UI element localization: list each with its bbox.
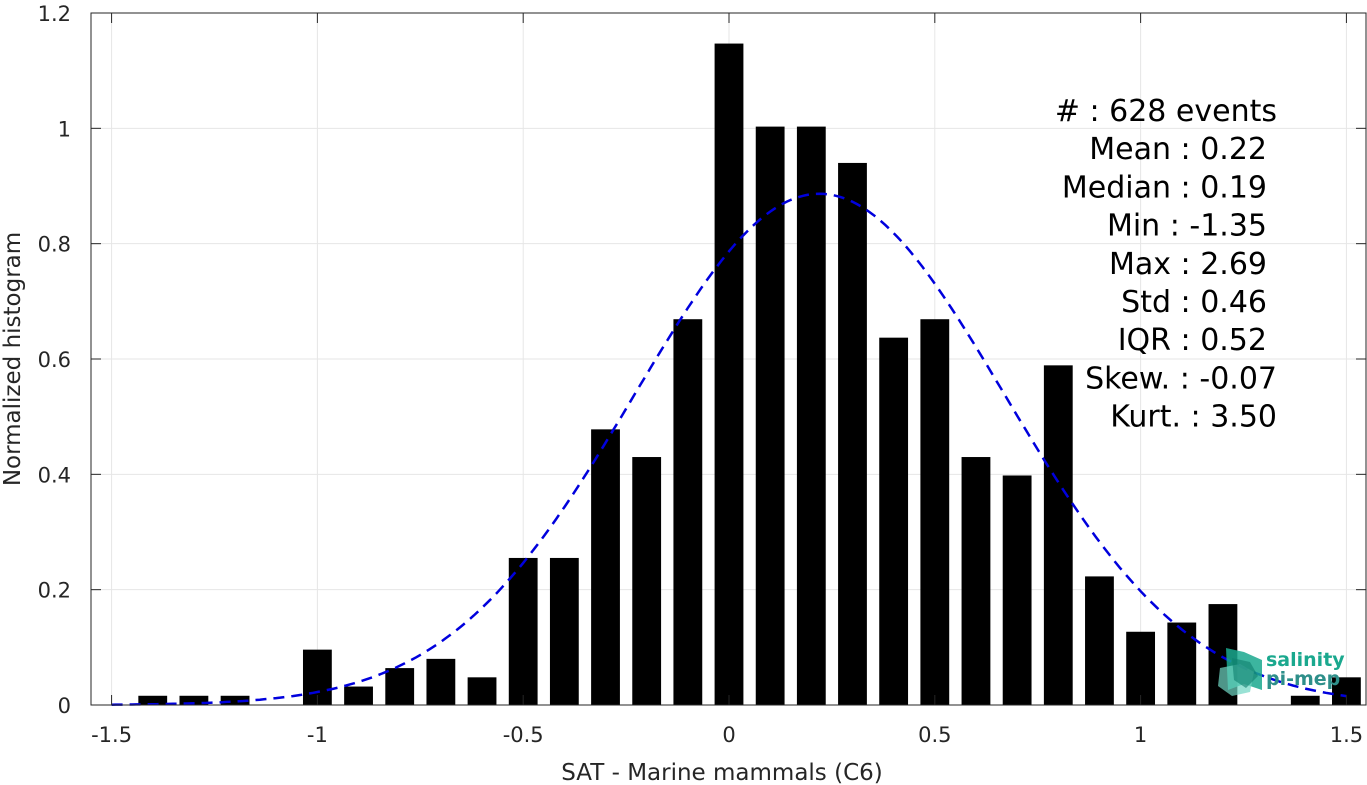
histogram-bar [591, 429, 620, 705]
logo-line-2: pi-mep [1266, 668, 1340, 690]
stats-line: Median : 0.19 [1062, 170, 1267, 205]
histogram-bar [920, 319, 950, 705]
histogram-bar [714, 43, 744, 705]
salinity-pi-mep-logo: salinity pi-mep [1218, 648, 1345, 696]
y-tick-label: 1 [58, 117, 71, 141]
histogram-bar [1002, 475, 1032, 705]
histogram-bar [879, 337, 909, 705]
x-tick-label: 0 [722, 723, 735, 747]
stats-line: Max : 2.69 [1109, 247, 1267, 282]
stats-line: Std : 0.46 [1121, 285, 1267, 320]
histogram-bar [796, 126, 826, 705]
x-tick-label: -0.5 [503, 723, 544, 747]
y-tick-label: 1.2 [38, 2, 71, 26]
histogram-bar [220, 695, 250, 705]
logo-mark-icon [1218, 648, 1262, 696]
histogram-bar [1043, 365, 1073, 705]
x-tick-label: 1 [1134, 723, 1147, 747]
histogram-bar [426, 658, 456, 705]
x-tick-label: 0.5 [918, 723, 951, 747]
histogram-bar [961, 457, 991, 705]
histogram-bar [673, 319, 703, 705]
histogram-bar [1126, 631, 1156, 705]
x-tick-label: 1.5 [1330, 723, 1363, 747]
histogram-bar [549, 557, 579, 705]
y-axis-label: Normalized histogram [0, 232, 26, 486]
histogram-bar [385, 668, 415, 705]
y-tick-label: 0.8 [38, 233, 71, 257]
y-tick-label: 0.4 [38, 463, 71, 487]
histogram-bar [467, 677, 497, 705]
y-tick-label: 0 [58, 694, 71, 718]
y-tick-label: 0.2 [38, 579, 71, 603]
histogram-bar [1167, 622, 1197, 705]
stats-line: IQR : 0.52 [1118, 323, 1267, 358]
x-tick-label: -1.5 [91, 723, 132, 747]
histogram-bar [1290, 695, 1320, 705]
histogram-bar [344, 686, 373, 705]
histogram-bar [838, 162, 867, 705]
histogram-bars [138, 43, 1361, 705]
x-tick-label: -1 [307, 723, 328, 747]
normal-fit-curve [111, 192, 1347, 706]
y-tick-label: 0.6 [38, 348, 71, 372]
histogram-bar [755, 126, 785, 705]
logo-line-1: salinity [1266, 649, 1345, 671]
stats-line: # : 628 events [1055, 94, 1277, 129]
stats-line: Kurt. : 3.50 [1110, 400, 1277, 435]
stats-line: Mean : 0.22 [1089, 132, 1267, 167]
histogram-bar [179, 695, 209, 705]
histogram-bar [508, 557, 538, 705]
histogram-bar [632, 457, 662, 705]
y-axis: 0 0.2 0.4 0.6 0.8 1 1.2 [38, 2, 1366, 718]
normal-fit [111, 192, 1347, 706]
histogram-bar [1085, 576, 1114, 705]
histogram-bar [138, 695, 168, 705]
stats-line: Min : -1.35 [1107, 209, 1267, 244]
stats-line: Skew. : -0.07 [1085, 361, 1277, 396]
x-axis: -1.5 -1 -0.5 0 0.5 1 1.5 [91, 13, 1363, 747]
x-axis-label: SAT - Marine mammals (C6) [561, 760, 883, 785]
